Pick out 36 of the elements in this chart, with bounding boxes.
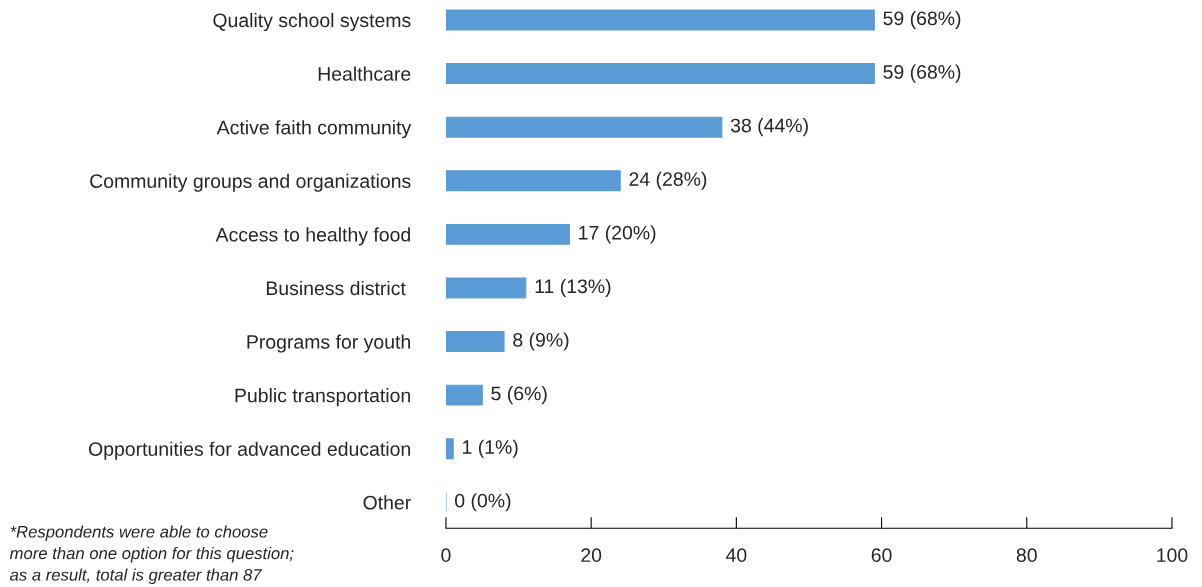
bar [445,116,723,138]
x-tick-label: 60 [871,548,892,563]
bar [445,170,621,192]
bar [445,438,454,460]
data-label: 24 (28%) [629,171,707,190]
data-label: 17 (20%) [579,225,656,244]
data-label: 59 (68%) [883,10,961,30]
data-label: 38 (44%) [730,118,808,137]
y-tick-label: Opportunities for advanced education [88,441,410,460]
data-label: 0 (0%) [455,493,511,512]
y-tick-label: Quality school systems [213,12,411,32]
data-label: 11 (13%) [535,278,611,297]
text: *Respondents were able to choose more than one option for this question; as a result, total is greater than 87 [9,525,294,585]
y-tick-label: Public transportation [235,388,410,407]
x-tick-label: 20 [581,548,602,563]
data-label: 8 (9%) [513,332,569,351]
bar [445,277,527,299]
data-label: 1 (1%) [463,439,518,458]
y-tick-label: Access to healthy food [215,227,410,246]
x-tick-label: 0 [441,548,451,563]
x-tick-label: 40 [725,548,747,563]
bar [445,384,483,406]
x-tick-label: 80 [1016,548,1037,563]
bar [445,9,875,31]
data-label: 5 (6%) [491,386,547,405]
data-label: 59 (68%) [883,64,961,83]
y-tick-label: Programs for youth [247,334,410,353]
y-tick-label: Healthcare [318,66,411,81]
y-tick-label: Other [363,495,411,510]
x-tick-label: 100 [1157,548,1188,563]
bar [445,223,570,245]
bar [445,63,875,85]
y-tick-label: Active faith community [216,120,412,139]
y-tick-label: Community groups and organizations [90,173,411,192]
bar [445,331,505,353]
y-tick-label: Business district [266,280,406,296]
